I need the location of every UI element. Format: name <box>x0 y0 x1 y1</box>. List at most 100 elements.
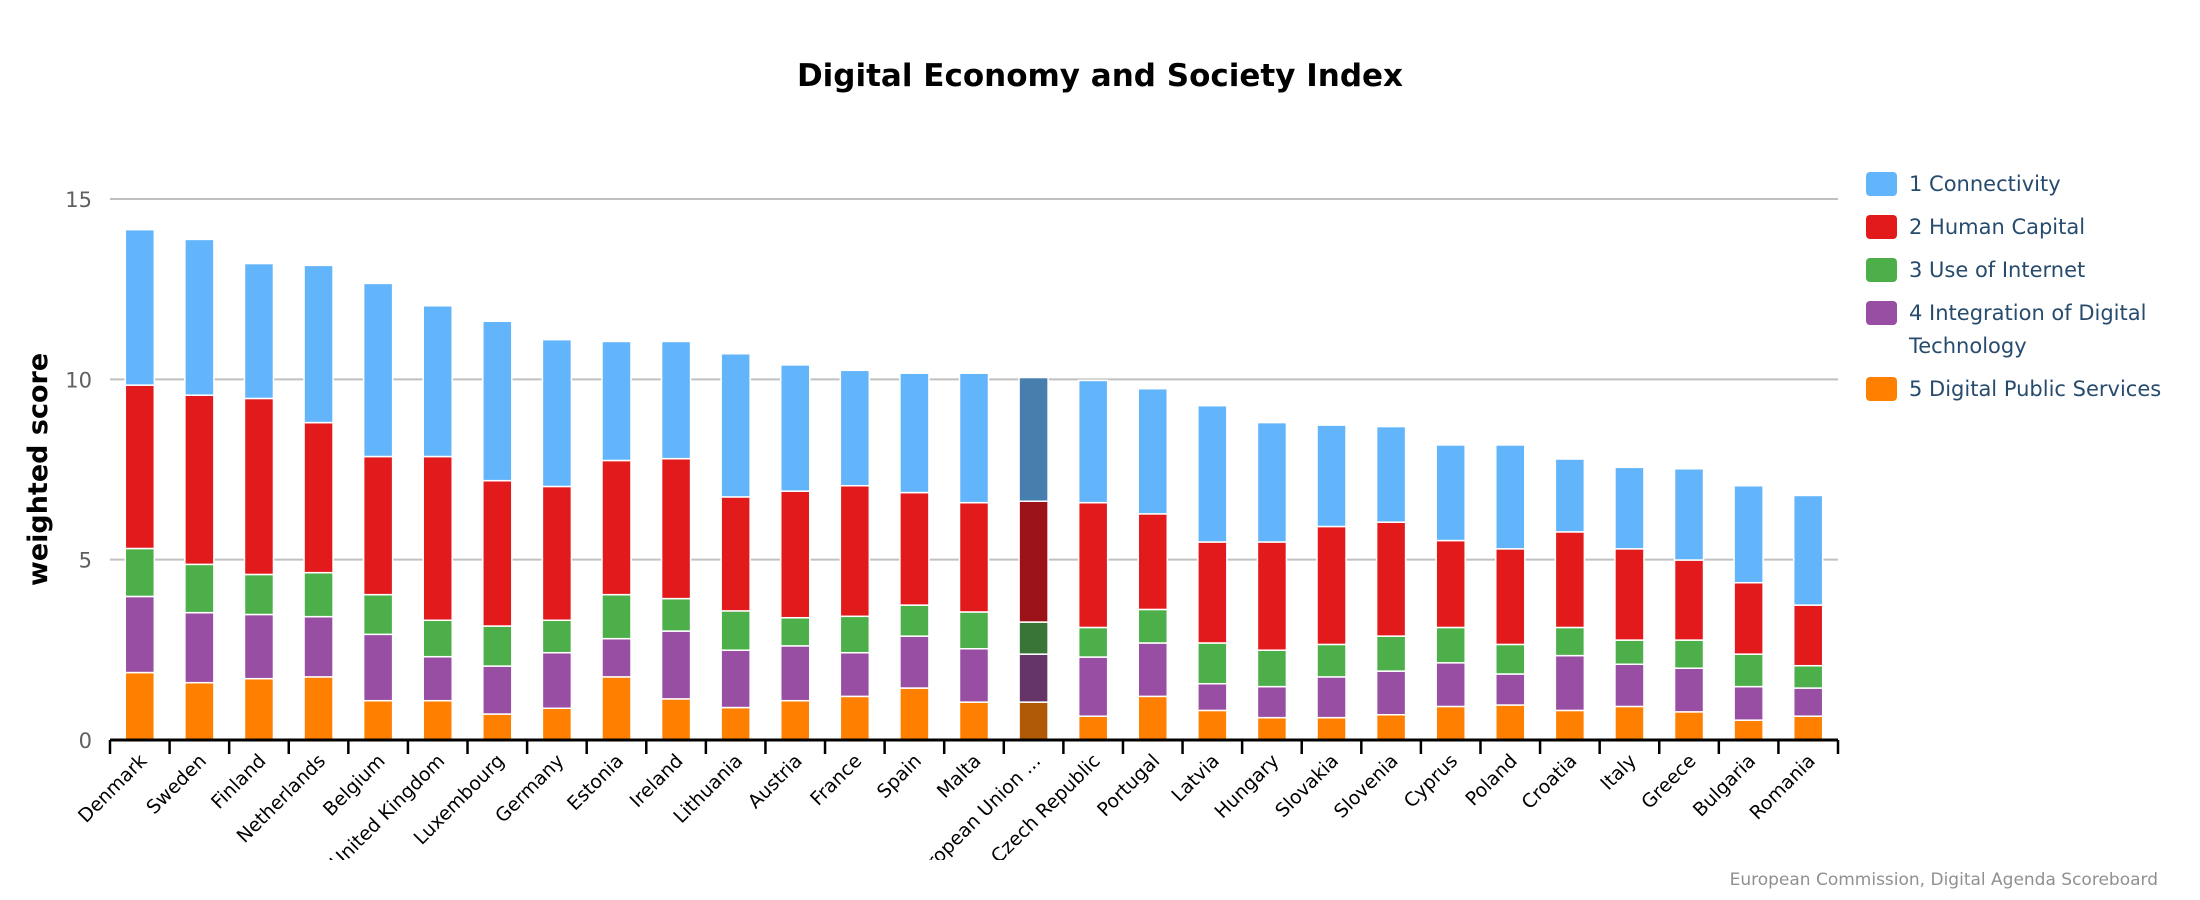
bar-segment <box>422 455 453 622</box>
bar-segment <box>1256 685 1288 719</box>
bar-segment <box>362 282 394 458</box>
bar-segment <box>124 547 156 598</box>
bar-segment <box>839 695 871 741</box>
legend-item-human-capital[interactable]: 2 Human Capital <box>1866 211 2196 244</box>
bar-segment <box>243 397 275 576</box>
bar-segment <box>1673 559 1705 641</box>
bar-segment <box>660 630 692 700</box>
bar-segment <box>243 613 275 680</box>
legend-item-integration-digital-technology[interactable]: 4 Integration of Digital Technology <box>1866 297 2196 363</box>
legend-swatch <box>1866 377 1897 401</box>
x-tick-label: Poland <box>1461 750 1521 810</box>
bar-segment <box>601 637 632 678</box>
bar-segment <box>184 563 215 614</box>
credits[interactable]: European Commission, Digital Agenda Scor… <box>1729 870 2158 890</box>
bar-segment <box>1792 715 1824 741</box>
bar-segment <box>1554 531 1586 629</box>
bar-segment <box>1435 444 1466 542</box>
bar-segment <box>1316 424 1347 528</box>
bar-segment <box>899 372 930 494</box>
legend-item-digital-public-services[interactable]: 5 Digital Public Services <box>1866 373 2196 406</box>
bar-segment <box>1435 662 1466 708</box>
bar-segment <box>958 701 990 741</box>
bar-segment <box>899 687 930 741</box>
x-tick-label: Estonia <box>563 750 628 815</box>
chart-title: Digital Economy and Society Index <box>796 58 1404 94</box>
legend-label: 1 Connectivity <box>1909 172 2061 196</box>
y-tick-label: 0 <box>79 729 92 753</box>
bar-segment <box>1137 387 1169 515</box>
bar-segment <box>1256 541 1288 651</box>
bar-segment <box>303 676 334 741</box>
bar-segment <box>839 369 871 487</box>
bar-segment <box>1137 513 1169 611</box>
bar-segment <box>1316 676 1347 719</box>
bar-segment <box>958 611 990 650</box>
bar-segment <box>1137 642 1169 698</box>
x-tick-label: Sweden <box>142 750 211 819</box>
bar-segment <box>541 485 573 622</box>
bar-segment <box>779 364 811 492</box>
bar-segment <box>1733 484 1764 584</box>
bar-segment <box>184 681 215 741</box>
bar-segment <box>124 595 156 674</box>
legend-item-use-of-internet[interactable]: 3 Use of Internet <box>1866 254 2196 287</box>
bar-segment <box>362 699 394 741</box>
bar-segment <box>720 496 751 612</box>
bar-segment <box>1375 521 1407 637</box>
bar-segment <box>482 713 513 741</box>
legend-label: 4 Integration of Digital Technology <box>1909 301 2147 358</box>
bar-segment <box>1435 705 1466 741</box>
bar-segment <box>720 649 751 709</box>
bar-segment <box>1554 709 1586 741</box>
bar-segment <box>1495 444 1526 550</box>
bar-segment <box>1018 653 1049 703</box>
bar-segment <box>243 262 275 400</box>
bar-segment <box>1614 705 1645 741</box>
legend: 1 Connectivity 2 Human Capital 3 Use of … <box>1866 168 2196 416</box>
bar-segment <box>1375 670 1407 716</box>
x-tick-label: Austria <box>744 750 807 813</box>
bar-segment <box>124 384 156 550</box>
bar-segment <box>1673 639 1705 669</box>
bar-segment <box>1375 425 1407 523</box>
bar-segment <box>303 421 334 574</box>
x-tick-label: Italy <box>1596 750 1641 795</box>
bar-segment <box>1197 642 1228 685</box>
bar-segment <box>243 677 275 741</box>
bar-segment <box>1792 664 1824 689</box>
bar-segment <box>1316 716 1347 741</box>
bar-segment <box>1077 379 1109 504</box>
bar-segment <box>899 635 930 689</box>
bar-segment <box>482 320 513 482</box>
bar-segment <box>124 671 156 741</box>
bar-segment <box>779 616 811 647</box>
legend-swatch <box>1866 215 1897 239</box>
x-tick-label: Slovenia <box>1330 750 1403 823</box>
bar-segment <box>184 238 215 396</box>
bar-segment <box>1614 639 1645 666</box>
bar-segment <box>1673 711 1705 741</box>
y-axis-label: weighted score <box>23 353 54 586</box>
bar-segment <box>779 490 811 619</box>
bar-segment <box>660 457 692 600</box>
bar-segment <box>1077 626 1109 658</box>
legend-label: 2 Human Capital <box>1909 215 2086 239</box>
bar-segment <box>243 573 275 616</box>
x-tick-label: Denmark <box>74 750 151 827</box>
x-tick-label: Hungary <box>1211 750 1284 823</box>
x-tick-label: Spain <box>873 750 926 803</box>
bar-segment <box>720 352 751 498</box>
bar-segment <box>899 491 930 606</box>
bar-segment <box>1435 626 1466 664</box>
bar-segment <box>1554 458 1586 533</box>
bar-segment <box>1495 643 1526 675</box>
bar-segment <box>1197 709 1228 741</box>
legend-label: 3 Use of Internet <box>1909 258 2086 282</box>
legend-item-connectivity[interactable]: 1 Connectivity <box>1866 168 2196 201</box>
bar-segment <box>1614 548 1645 641</box>
x-tick-label: Romania <box>1745 750 1819 824</box>
bar-segment <box>1077 501 1109 629</box>
bar-segment <box>1197 404 1228 543</box>
bar-segment <box>1733 581 1764 655</box>
